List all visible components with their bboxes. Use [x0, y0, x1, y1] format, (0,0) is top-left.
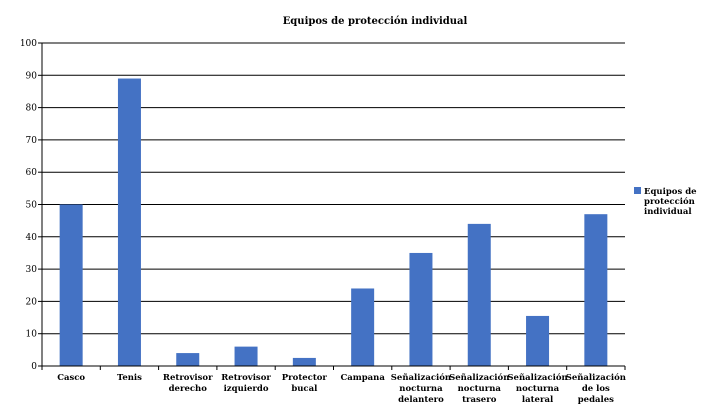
y-tick-label: 70	[26, 136, 38, 146]
y-tick-label: 50	[26, 201, 38, 211]
y-tick-label: 60	[26, 168, 38, 178]
x-tick-label: Señalización nocturna delantero	[391, 372, 451, 405]
y-tick-label: 80	[26, 104, 38, 114]
legend-label: Equipos de protección individual	[644, 187, 697, 217]
x-tick-label: Casco	[57, 373, 85, 383]
x-tick-label: Protector bucal	[282, 373, 328, 394]
bar	[584, 214, 608, 366]
x-tick-label: Tenis	[117, 373, 142, 383]
bar	[59, 204, 83, 366]
bar	[351, 288, 375, 366]
bar	[526, 315, 550, 366]
bar	[292, 357, 316, 366]
bar	[234, 346, 258, 366]
bars	[59, 78, 608, 366]
bar	[176, 353, 200, 366]
y-tick-label: 40	[26, 233, 38, 243]
bar	[117, 78, 141, 366]
chart-title: Equipos de protección individual	[283, 16, 468, 27]
legend: Equipos de protección individual	[634, 187, 697, 217]
legend-swatch	[634, 187, 641, 194]
y-tick-label: 0	[31, 362, 37, 372]
y-tick-label: 20	[26, 297, 38, 307]
x-tick-label: Retrovisor derecho	[163, 373, 213, 394]
y-tick-label: 100	[20, 39, 37, 49]
x-axis: Casco Tenis Retrovisor derecho Retrovisor izq…	[41, 365, 626, 405]
bar	[409, 252, 433, 366]
x-tick-label: Retrovisor izquierdo	[221, 373, 271, 394]
x-tick-label: Señalización nocturna trasero	[449, 372, 509, 405]
x-tick-label: Señalización nocturna lateral	[507, 372, 567, 405]
x-tick-label: Señalización de los pedales	[566, 372, 626, 405]
y-tick-label: 90	[26, 71, 38, 81]
y-tick-label: 30	[26, 265, 38, 275]
bar	[467, 223, 491, 366]
y-axis: 0 10 20 30 40 50 60 70 80 90 100	[20, 39, 43, 372]
x-tick-label: Campana	[340, 373, 385, 383]
y-tick-label: 10	[26, 330, 38, 340]
